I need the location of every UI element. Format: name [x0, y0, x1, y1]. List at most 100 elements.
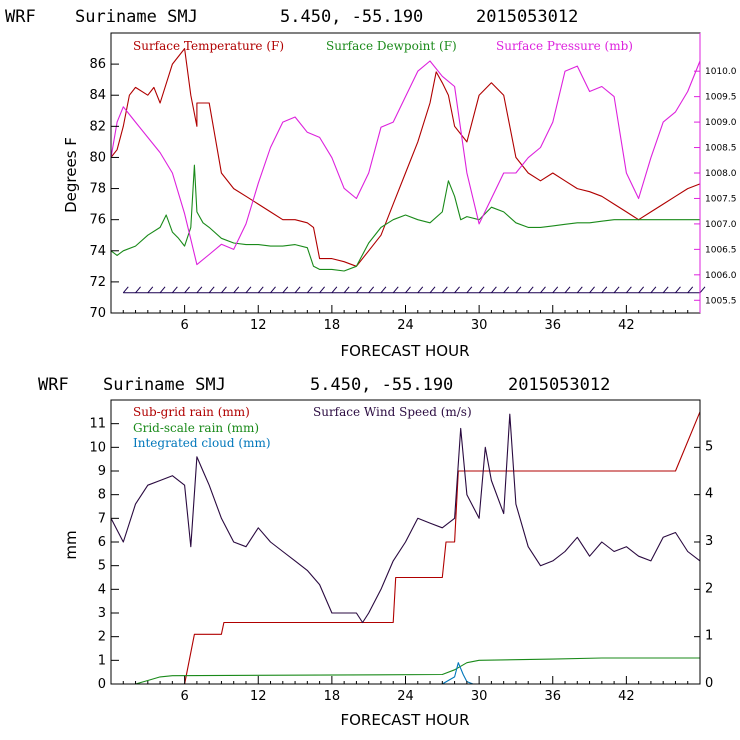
- top-wind-barb: [356, 286, 362, 294]
- bottom-y-tick-label: 6: [98, 535, 106, 550]
- top-wind-barb: [270, 286, 276, 294]
- bottom-y2-tick-label: 2: [705, 581, 713, 596]
- top-series-group: [110, 48, 706, 294]
- bottom-y-tick-label: 8: [98, 488, 106, 503]
- top-wind-barb: [675, 286, 681, 294]
- bottom-y-tick-label: 7: [98, 511, 106, 526]
- top-wind-barb: [601, 286, 608, 294]
- top-wind-barb: [171, 286, 178, 294]
- bottom-series-0-line: [111, 411, 701, 685]
- top-x-tick-label: 30: [471, 318, 488, 333]
- top-wind-barb: [625, 286, 632, 294]
- top-wind-barb: [343, 286, 350, 294]
- top-coords-label: 5.450, -55.190: [280, 7, 423, 27]
- bottom-location-label: Suriname SMJ: [103, 375, 226, 395]
- top-wind-barb: [613, 286, 620, 294]
- top-y2-tick-label: 1009.5: [705, 93, 737, 103]
- top-y-tick-label: 82: [89, 119, 106, 134]
- top-y-tick-label: 76: [89, 213, 106, 228]
- legend-dewpoint: Surface Dewpoint (F): [326, 39, 457, 53]
- legend-integrated-cloud: Integrated cloud (mm): [133, 436, 271, 450]
- top-wind-barb: [466, 286, 473, 294]
- top-wind-barb: [687, 286, 694, 294]
- top-wind-barb: [638, 286, 645, 294]
- top-wind-barb: [405, 286, 411, 294]
- bottom-y2-tick-label: 4: [705, 487, 713, 502]
- legend-wind-speed: Surface Wind Speed (m/s): [313, 405, 472, 419]
- top-wind-barb: [429, 286, 436, 294]
- bottom-y-tick-label: 3: [98, 606, 106, 621]
- top-y2-tick-label: 1007.5: [705, 194, 737, 204]
- top-wind-barb: [662, 286, 669, 294]
- bottom-x-tick-label: 36: [544, 689, 561, 704]
- top-model-label: WRF: [5, 7, 36, 27]
- top-wind-barb: [331, 286, 338, 294]
- top-y-axis-label: Degrees F: [62, 137, 80, 213]
- bottom-coords-label: 5.450, -55.190: [310, 375, 453, 395]
- top-chart-header: WRF Suriname SMJ 5.450, -55.190 20150530…: [5, 7, 578, 27]
- top-wind-barb: [564, 286, 571, 294]
- top-y-tick-label: 86: [89, 57, 106, 72]
- top-wind-barb: [319, 286, 325, 294]
- top-x-tick-label: 36: [544, 318, 561, 333]
- bottom-series-3-line: [110, 413, 701, 624]
- top-wind-barb: [454, 286, 460, 294]
- top-legend: Surface Temperature (F) Surface Dewpoint…: [133, 39, 633, 53]
- bottom-y2-tick-label: 0: [705, 676, 713, 691]
- top-y-tick-label: 78: [89, 182, 106, 197]
- top-y-tick-label: 84: [89, 88, 106, 103]
- top-x-tick-label: 18: [324, 318, 341, 333]
- top-y2-tick-label: 1008.5: [705, 144, 737, 154]
- top-y2-tick-label: 1009.0: [705, 118, 737, 128]
- top-x-tick-label: 24: [397, 318, 414, 333]
- bottom-y-tick-label: 9: [98, 464, 106, 479]
- bottom-y2-tick-label: 5: [705, 439, 713, 454]
- legend-gridscale-rain: Grid-scale rain (mm): [133, 421, 259, 435]
- top-wind-barb: [589, 286, 595, 294]
- top-wind-barb: [576, 286, 583, 294]
- top-x-axis-label: FORECAST HOUR: [340, 342, 469, 360]
- top-y-tick-label: 80: [89, 150, 106, 165]
- top-y-tick-label: 70: [89, 306, 106, 321]
- top-series-0-line: [110, 48, 701, 267]
- legend-pressure: Surface Pressure (mb): [496, 39, 633, 53]
- top-x-tick-label: 6: [180, 318, 188, 333]
- top-y-tick-label: 74: [89, 244, 106, 259]
- bottom-x-tick-label: 42: [618, 689, 635, 704]
- top-wind-barb: [294, 286, 301, 294]
- top-wind-barb: [135, 286, 141, 294]
- top-wind-barb: [208, 286, 215, 294]
- top-wind-barb: [380, 286, 387, 294]
- top-y2-tick-label: 1005.5: [705, 296, 737, 306]
- bottom-x-tick-label: 12: [250, 689, 267, 704]
- top-series-1-line: [110, 164, 700, 272]
- top-x-tick-label: 42: [618, 318, 635, 333]
- top-wind-barb: [441, 286, 448, 294]
- bottom-y2-tick-label: 3: [705, 534, 713, 549]
- top-wind-barb: [196, 286, 203, 294]
- top-wind-barb: [515, 286, 522, 294]
- bottom-y-tick-label: 11: [89, 417, 106, 432]
- legend-subgrid-rain: Sub-grid rain (mm): [133, 405, 250, 419]
- top-series-2-line: [110, 60, 701, 266]
- bottom-series-group: [110, 411, 701, 685]
- top-wind-barb: [306, 286, 313, 294]
- top-run-label: 2015053012: [476, 7, 578, 27]
- top-wind-barb: [159, 286, 166, 294]
- bottom-y2-tick-label: 1: [705, 629, 713, 644]
- top-y2-tick-label: 1010.0: [705, 67, 737, 77]
- legend-temperature: Surface Temperature (F): [133, 39, 284, 53]
- top-wind-barb: [257, 286, 264, 294]
- bottom-x-tick-label: 6: [180, 689, 188, 704]
- top-y-tick-label: 72: [89, 275, 106, 290]
- top-location-label: Suriname SMJ: [75, 7, 198, 27]
- top-axes-group: 6 12 18 24 30 36 42 70 72 74 76 78 80 82 84 86 1005.5 100…: [89, 32, 737, 333]
- top-wind-barb: [650, 286, 657, 294]
- top-y2-tick-label: 1006.5: [705, 245, 737, 255]
- bottom-y-tick-label: 5: [98, 559, 106, 574]
- top-y2-tick-label: 1006.0: [705, 271, 737, 281]
- top-wind-barb: [491, 286, 497, 294]
- temperature-pressure-chart: 6 12 18 24 30 36 42 70 72 74 76 78 80 82 84 86 1005.5 100…: [62, 32, 737, 360]
- top-wind-barb: [122, 286, 129, 294]
- top-wind-barb: [184, 286, 191, 294]
